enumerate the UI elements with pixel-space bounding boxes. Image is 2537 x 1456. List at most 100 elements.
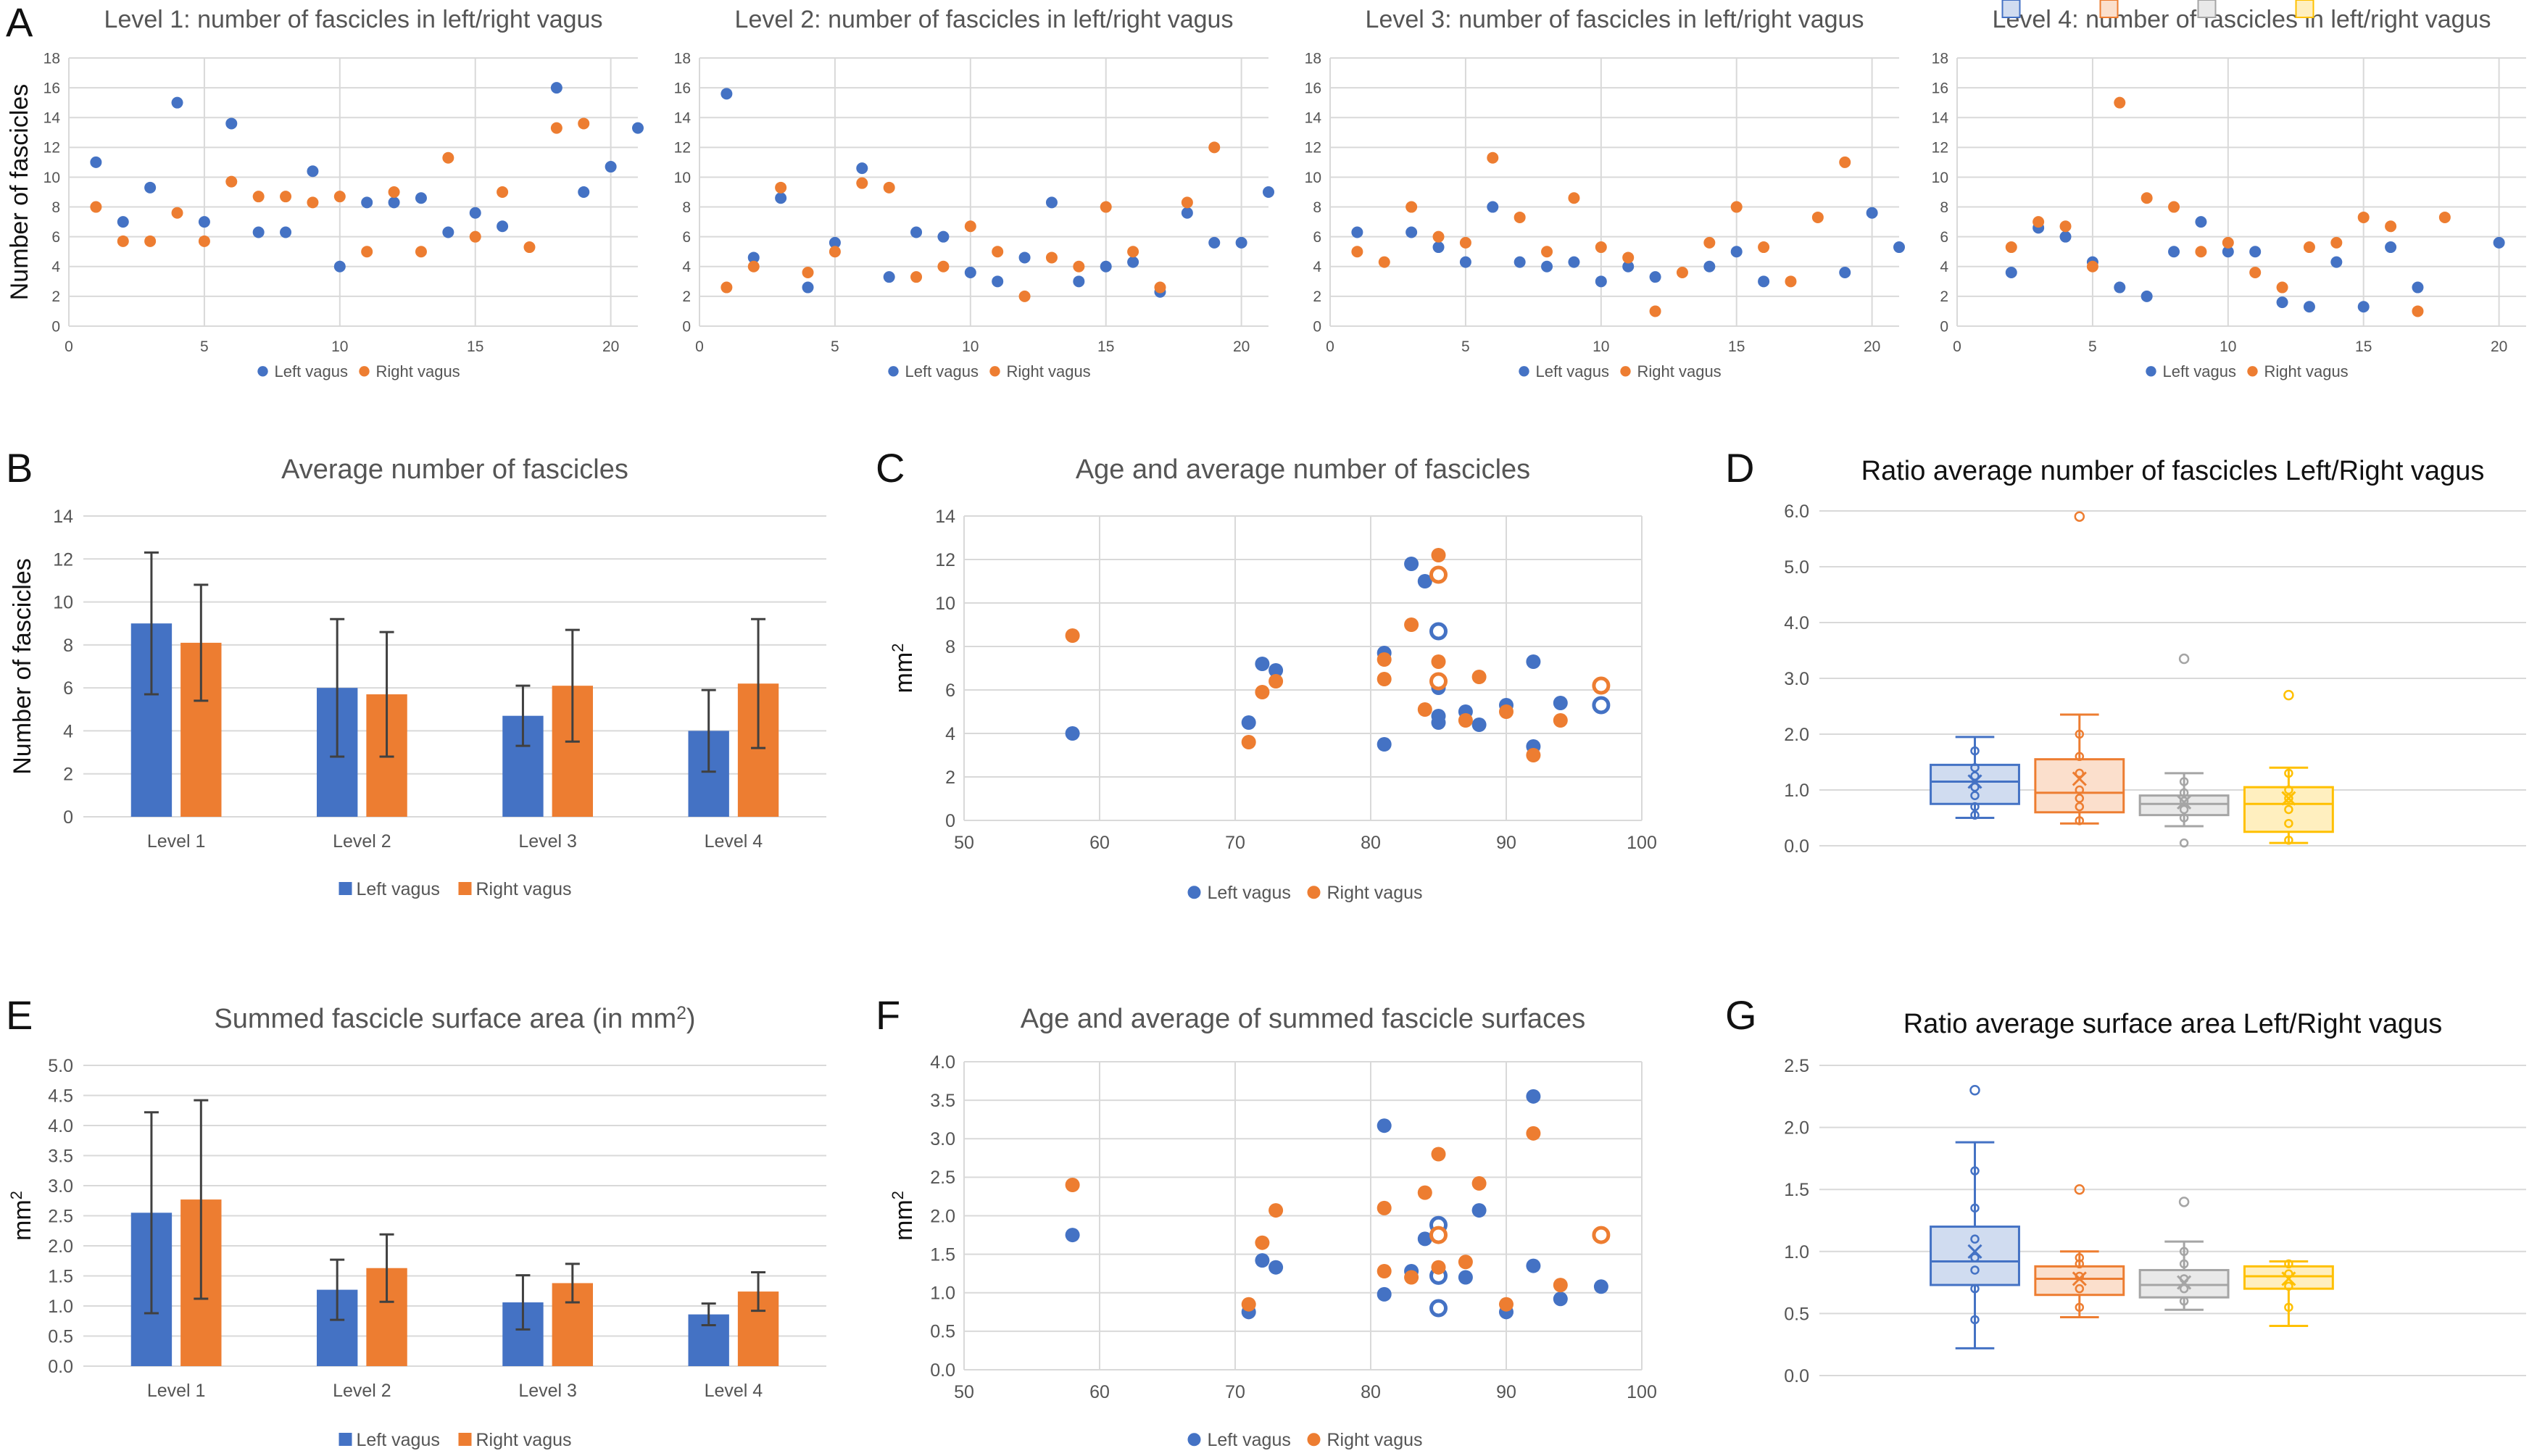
chart-f-point-right	[1592, 1226, 1611, 1244]
chart-a2-title: Level 2: number of fascicles in left/rig…	[735, 6, 1234, 33]
chart-a1-point-right	[333, 191, 346, 203]
chart-d-point	[1970, 746, 1980, 756]
chart-g-point	[1970, 1253, 1980, 1262]
chart-f-point-left	[1593, 1279, 1608, 1294]
chart-a3-point-right	[1568, 192, 1580, 204]
chart-a4-point-right	[2168, 201, 2180, 213]
chart-a3-legend-marker	[1519, 366, 1529, 377]
chart-f-point-right	[1471, 1176, 1487, 1191]
chart-d-point	[2179, 804, 2189, 815]
chart-a1-point-right	[252, 191, 265, 203]
chart-a2-point-right	[721, 281, 733, 294]
chart-g-ytick: 1.0	[1784, 1242, 1809, 1262]
chart-a4-point-right	[2059, 220, 2072, 233]
chart-a3-point-left	[1432, 241, 1445, 254]
chart-b-ytick: 8	[63, 636, 73, 656]
chart-a2-point-right	[1127, 246, 1139, 258]
chart-c-point-left	[1417, 574, 1432, 588]
chart-a3-point-left	[1866, 207, 1878, 219]
chart-b-ytick: 4	[63, 721, 73, 741]
chart-a2-ytick: 0	[682, 318, 691, 335]
chart-e-legend-label: Left vagus	[357, 1430, 440, 1450]
chart-c-xtick: 100	[1627, 833, 1657, 853]
chart-d-outlier	[2178, 653, 2190, 665]
chart-e-ytick: 1.5	[48, 1267, 73, 1287]
chart-g-ytick: 2.0	[1784, 1118, 1809, 1139]
chart-d-point	[2284, 768, 2293, 778]
chart-d-point	[2075, 794, 2085, 803]
chart-g-legend-label: Level 1	[2026, 0, 2077, 4]
chart-a1-title: Level 1: number of fascicles in left/rig…	[104, 6, 603, 33]
chart-f-point-left	[1417, 1231, 1432, 1247]
chart-a4-point-right	[2141, 192, 2153, 204]
chart-f-xtick: 50	[954, 1382, 974, 1402]
chart-c-legend-label: Right vagus	[1327, 883, 1423, 903]
chart-d-ytick: 1.0	[1784, 781, 1809, 801]
panel-label-g: G	[1725, 992, 1757, 1038]
chart-e-ytick: 0.0	[48, 1357, 73, 1377]
chart-e-ylabel: mm2​	[7, 1191, 36, 1241]
chart-d-point	[2179, 813, 2189, 823]
chart-a2-ytick: 2	[682, 288, 691, 305]
chart-a2-point-left	[1208, 236, 1221, 249]
chart-a1-point-right	[144, 235, 157, 247]
chart-a1-point-left	[117, 216, 129, 228]
chart-a2-ytick: 4	[682, 259, 691, 275]
chart-d-point	[2284, 804, 2293, 815]
chart-a4-point-right	[2330, 236, 2343, 249]
chart-a1-ytick: 0	[51, 318, 60, 335]
chart-f-point-right	[1377, 1200, 1392, 1215]
chart-a4-point-left	[2195, 216, 2207, 228]
chart-d-point	[2179, 788, 2189, 798]
chart-a2-point-left	[1181, 207, 1193, 219]
chart-a1-point-right	[388, 186, 400, 198]
chart-c-point-right	[1431, 548, 1446, 562]
chart-a1-point-left	[415, 192, 427, 204]
chart-a4-point-right	[2195, 246, 2207, 258]
chart-e-ytick: 2.5	[48, 1207, 73, 1227]
chart-a1-point-left	[497, 220, 509, 233]
chart-a4-point-left	[2357, 301, 2370, 313]
chart-a4-point-left	[2330, 256, 2343, 268]
chart-f-point-left	[1255, 1253, 1270, 1268]
chart-g-legend-label: Level 3	[2222, 0, 2273, 4]
chart-f-point-left	[1471, 1203, 1487, 1218]
chart-c-xtick: 80	[1361, 833, 1381, 853]
chart-a3-point-left	[1351, 226, 1363, 238]
chart-a1-legend-label: Right vagus	[376, 362, 460, 380]
chart-a4-point-left	[2412, 281, 2424, 294]
chart-a1-ytick: 14	[43, 110, 61, 127]
chart-a3-point-left	[1622, 260, 1635, 273]
chart-a3-point-left	[1541, 260, 1553, 273]
chart-f-point-right	[1526, 1126, 1541, 1141]
chart-a1-point-right	[469, 230, 481, 243]
chart-a3-point-left	[1649, 271, 1661, 283]
chart-d-ytick: 2.0	[1784, 725, 1809, 745]
chart-a4-ytick: 0	[1940, 318, 1948, 335]
chart-a1-point-right	[90, 201, 102, 213]
chart-a2-point-left	[1073, 275, 1085, 288]
chart-e-category-label: Level 2	[333, 1381, 391, 1401]
chart-d-legend-label: Level 4	[2320, 0, 2371, 4]
chart-c-point-right	[1377, 652, 1392, 667]
chart-a4-point-right	[2114, 96, 2126, 109]
chart-d-point	[2075, 802, 2085, 812]
chart-d-point	[1970, 802, 1980, 812]
chart-a4-point-left	[2276, 296, 2288, 309]
chart-c-point-right	[1526, 748, 1541, 762]
chart-a1-ytick: 10	[43, 170, 60, 186]
chart-a3-ytick: 18	[1305, 50, 1321, 67]
chart-a2-xtick: 10	[962, 338, 979, 355]
chart-f-ytick: 0.5	[930, 1322, 955, 1342]
chart-d-point	[1970, 771, 1980, 781]
chart-f-point-right	[1431, 1260, 1446, 1275]
chart-c-point-right	[1499, 704, 1514, 719]
chart-a4-point-right	[2032, 216, 2045, 228]
chart-a2-point-left	[1045, 196, 1058, 209]
chart-a3-point-right	[1378, 256, 1390, 268]
chart-a1-ytick: 18	[43, 50, 60, 67]
chart-e-legend-marker	[458, 1433, 472, 1446]
chart-f-point-right	[1065, 1178, 1080, 1192]
chart-a2-point-left	[829, 236, 841, 249]
chart-e-ytick: 3.0	[48, 1176, 73, 1197]
